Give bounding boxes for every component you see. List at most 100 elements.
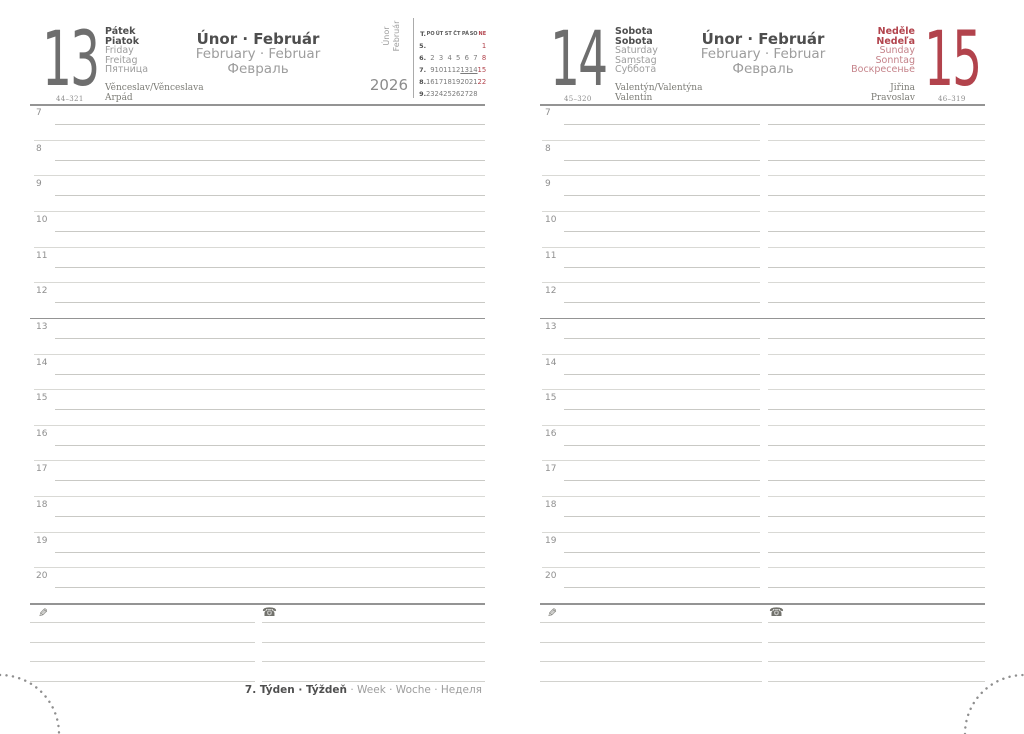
- hour-label: 10: [36, 214, 48, 225]
- hour-divider-line: [542, 282, 760, 284]
- note-line: [30, 641, 255, 643]
- minical-day: 2: [430, 54, 435, 62]
- minical-day: 10: [434, 66, 444, 74]
- minical-week-number: 6.: [419, 54, 426, 62]
- half-hour-line: [564, 587, 760, 589]
- minical-day: 4: [447, 54, 452, 62]
- half-hour-line: [564, 124, 760, 125]
- note-line: [262, 661, 485, 662]
- half-hour-line: [564, 516, 760, 518]
- pencil-icon: ✎: [38, 606, 49, 620]
- hour-label: 8: [36, 143, 42, 154]
- hour-divider-line: [542, 496, 760, 498]
- hour-divider-line: [768, 567, 985, 569]
- day-name-line: Воскресенье: [851, 64, 915, 76]
- day-name-line: Samstag: [615, 54, 657, 66]
- month-header: Únor · Február February · Februar Феврал…: [678, 31, 848, 76]
- day-name-line: Freitag: [105, 54, 138, 66]
- half-hour-line: [564, 551, 760, 553]
- half-hour-line: [564, 373, 760, 375]
- half-hour-line: [768, 373, 985, 375]
- note-line: [540, 641, 762, 643]
- day-number-13: 13: [42, 14, 100, 103]
- minical-day: 22: [477, 78, 487, 86]
- half-hour-line: [768, 124, 985, 125]
- corner-perforation-right-icon: [963, 673, 1024, 734]
- mini-calendar: T. PO ÚT ST ČT PÁ SO NE 5. 1 6. 2 3 4 5 6 7 8 7. 9 10 11 12 13 1…: [414, 26, 486, 98]
- minical-day: 7: [473, 54, 478, 62]
- minical-day: 21: [468, 78, 478, 86]
- hour-label: 14: [545, 357, 557, 368]
- vertical-month-tab: Únor Február: [382, 14, 402, 58]
- hour-divider-line: [542, 246, 760, 248]
- noon-divider-dark: [30, 317, 485, 320]
- name-days-friday: Věnceslav/Věnceslava Arpád: [105, 83, 204, 103]
- half-hour-line: [768, 516, 985, 518]
- hour-label: 11: [36, 250, 48, 261]
- vertical-month-line2: Február: [392, 20, 401, 52]
- half-hour-line: [768, 551, 985, 553]
- half-hour-line: [55, 337, 485, 339]
- minical-day: 11: [443, 66, 452, 74]
- month-cyrillic: Февраль: [227, 60, 289, 77]
- day-name-stack-saturday: Sobota Sobota Saturday Samstag Суббота: [615, 27, 658, 75]
- half-hour-line: [55, 230, 485, 232]
- half-hour-line: [55, 444, 485, 446]
- half-hour-line: [55, 587, 485, 589]
- half-hour-line: [564, 159, 760, 161]
- half-hour-line: [564, 266, 760, 268]
- half-hour-line: [55, 266, 485, 268]
- hour-divider-line: [542, 567, 760, 569]
- note-line: [768, 661, 985, 662]
- half-hour-line: [55, 195, 485, 197]
- day-name-stack-sunday: Neděle Nedeľa Sunday Sonntag Воскресенье: [851, 27, 915, 75]
- half-hour-line: [768, 337, 985, 339]
- minical-day: 19: [451, 78, 461, 86]
- minical-day: 23: [425, 90, 435, 98]
- hour-label: 15: [36, 393, 48, 404]
- day-name-line: Friday: [105, 45, 134, 57]
- day-number-14: 14: [550, 14, 608, 103]
- half-hour-line: [55, 480, 485, 482]
- hour-divider-line: [542, 389, 760, 391]
- day-name-line: Sonntag: [875, 54, 915, 66]
- pencil-icon: ✎: [547, 606, 558, 620]
- hour-divider-line: [768, 460, 985, 462]
- hour-divider-line: [34, 210, 485, 212]
- day-name-line: Пятница: [105, 64, 149, 76]
- hour-divider-line: [542, 175, 760, 177]
- hour-divider-line: [768, 210, 985, 212]
- hour-divider-line: [768, 282, 985, 284]
- name-day-line: Věnceslav/Věnceslava: [105, 83, 204, 93]
- page-friday: 13 44–321 Pátek Piatok Friday Freitag Пятниц…: [30, 0, 486, 734]
- hour-label: 19: [36, 535, 48, 546]
- minical-week-number: 8.: [419, 78, 426, 86]
- half-hour-line: [768, 480, 985, 482]
- note-line: [30, 622, 255, 623]
- hour-divider-line: [34, 567, 485, 569]
- note-line: [540, 622, 762, 623]
- hour-label: 18: [36, 500, 48, 511]
- half-hour-line: [768, 230, 985, 232]
- minical-day-header: ÚT: [435, 31, 444, 37]
- corner-perforation-left-icon: [0, 673, 61, 734]
- notes-divider-dark: [540, 603, 985, 605]
- hour-divider-line: [542, 353, 760, 355]
- note-line: [262, 680, 485, 682]
- week-footer-bold: 7. Týden · Týždeň: [244, 684, 347, 696]
- hour-label: 13: [36, 321, 48, 332]
- hour-divider-line: [768, 424, 985, 426]
- header-divider-dark: [540, 104, 985, 106]
- hour-divider-line: [34, 246, 485, 248]
- hour-label: 10: [545, 214, 557, 225]
- minical-day-header: ČT: [453, 31, 461, 37]
- hour-label: 18: [545, 500, 557, 511]
- minical-day: 5: [456, 54, 461, 62]
- noon-divider-dark: [540, 317, 985, 320]
- hour-divider-line: [34, 531, 485, 533]
- hour-divider-line: [34, 460, 485, 462]
- note-line: [262, 641, 485, 643]
- month-latin: February · Februar: [195, 46, 321, 62]
- page-reference: 46–319: [938, 95, 966, 103]
- note-line: [540, 680, 762, 682]
